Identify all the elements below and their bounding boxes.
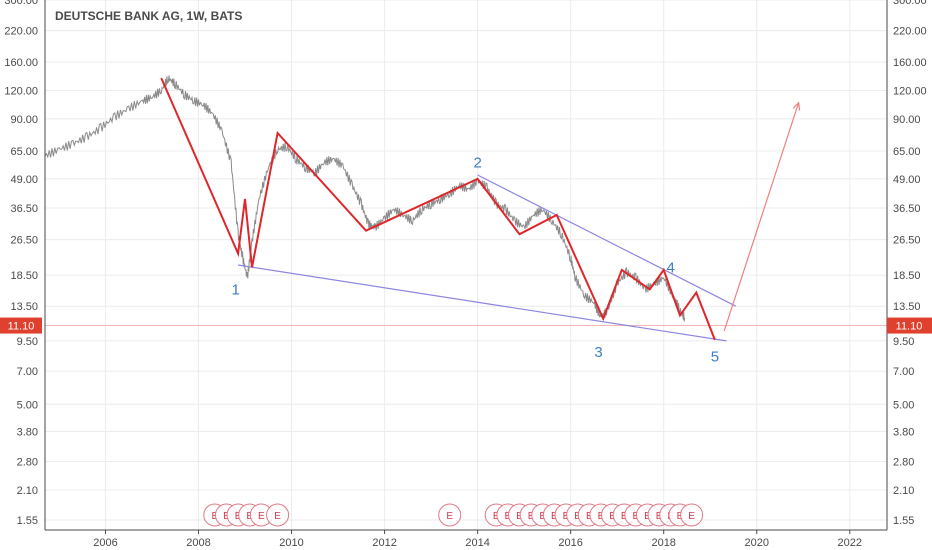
chart-grid <box>45 0 887 530</box>
x-tick-label: 2016 <box>558 537 582 549</box>
y-tick-label-right: 160.00 <box>893 57 927 69</box>
y-tick-label-right: 13.50 <box>893 301 921 313</box>
last-price-badge-right <box>887 317 932 334</box>
wave-label: 2 <box>473 154 481 171</box>
earnings-marker-label: E <box>446 511 453 522</box>
earnings-marker-label: E <box>598 511 605 522</box>
earnings-marker-label: E <box>632 511 639 522</box>
wave-label: 3 <box>594 344 602 361</box>
y-tick-label-right: 1.55 <box>893 515 914 527</box>
y-tick-label-left: 90.00 <box>10 114 38 126</box>
earnings-marker-label: E <box>644 511 651 522</box>
x-tick-label: 2014 <box>465 537 489 549</box>
projection-layer <box>723 101 801 332</box>
earnings-marker-label: E <box>609 511 616 522</box>
earnings-marker-label: E <box>621 511 628 522</box>
projection-line <box>723 102 800 332</box>
trendline-layer <box>238 174 737 342</box>
x-tick-label: 2008 <box>186 537 210 549</box>
wave-path-layer <box>160 77 716 341</box>
earnings-marker[interactable] <box>680 503 704 527</box>
trendline <box>477 174 737 307</box>
trendline <box>238 264 727 342</box>
earnings-marker-label: E <box>493 511 500 522</box>
earnings-marker-label: E <box>677 511 684 522</box>
x-tick-label: 2010 <box>279 537 303 549</box>
y-tick-label-left: 9.50 <box>17 336 38 348</box>
earnings-marker-label: E <box>516 511 523 522</box>
y-tick-label-left: 5.00 <box>17 399 38 411</box>
last-price-badge-left <box>0 317 42 334</box>
y-tick-label-left: 2.80 <box>17 457 38 469</box>
earnings-marker-label: E <box>505 511 512 522</box>
last-price-label-right: 11.10 <box>896 321 923 333</box>
x-tick-label: 2006 <box>93 537 117 549</box>
wave-label: 1 <box>232 281 240 298</box>
y-tick-label-left: 49.00 <box>10 174 38 186</box>
earnings-marker-label: E <box>688 511 695 522</box>
y-tick-label-right: 90.00 <box>893 114 921 126</box>
earnings-marker-label: E <box>656 511 663 522</box>
y-tick-label-left: 65.00 <box>10 146 38 158</box>
earnings-marker-label: E <box>563 511 570 522</box>
earnings-marker-label: E <box>223 511 230 522</box>
x-tick-label: 2012 <box>372 537 396 549</box>
y-tick-label-right: 2.10 <box>893 485 914 497</box>
y-tick-label-right: 120.00 <box>893 85 927 97</box>
y-tick-label-right: 49.00 <box>893 174 921 186</box>
earnings-markers[interactable]: EEEEEEEEEEEEEEEEEEEEEEEEE <box>203 503 704 527</box>
y-tick-label-left: 1.55 <box>17 515 38 527</box>
last-price-label-left: 11.10 <box>8 321 35 333</box>
y-tick-label-right: 7.00 <box>893 366 914 378</box>
y-tick-label-right: 9.50 <box>893 336 914 348</box>
earnings-marker-label: E <box>235 511 242 522</box>
y-tick-label-left: 3.80 <box>17 426 38 438</box>
y-tick-label-left: 300.00 <box>4 0 38 7</box>
x-tick-label: 2020 <box>745 537 769 549</box>
y-tick-label-left: 2.10 <box>17 485 38 497</box>
projection-arrowhead <box>792 101 801 111</box>
y-tick-label-left: 160.00 <box>4 57 38 69</box>
earnings-marker-label: E <box>551 511 558 522</box>
x-tick-label: 2022 <box>838 537 862 549</box>
earnings-marker[interactable] <box>266 503 290 527</box>
earnings-marker-label: E <box>586 511 593 522</box>
price-line-layer <box>44 75 686 322</box>
price-series-line <box>44 75 686 322</box>
wave-label: 4 <box>667 259 675 276</box>
earnings-marker-label: E <box>274 511 281 522</box>
wave-labels: 1 2 3 4 5 <box>232 154 719 365</box>
earnings-marker-label: E <box>574 511 581 522</box>
earnings-marker-label: E <box>258 511 265 522</box>
y-tick-label-right: 36.50 <box>893 203 921 215</box>
x-tick-label: 2018 <box>651 537 675 549</box>
wave-path <box>160 77 716 341</box>
chart-title: DEUTSCHE BANK AG, 1W, BATS <box>55 9 242 23</box>
earnings-marker-label: E <box>211 511 218 522</box>
y-tick-label-left: 18.50 <box>10 270 38 282</box>
y-tick-label-right: 5.00 <box>893 399 914 411</box>
y-tick-label-left: 26.50 <box>10 235 38 247</box>
y-tick-label-left: 7.00 <box>17 366 38 378</box>
y-tick-label-right: 220.00 <box>893 26 927 38</box>
y-tick-label-right: 65.00 <box>893 146 921 158</box>
wave-label: 5 <box>711 349 719 366</box>
y-tick-label-left: 36.50 <box>10 203 38 215</box>
y-tick-label-right: 18.50 <box>893 270 921 282</box>
earnings-marker-label: E <box>528 511 535 522</box>
y-tick-label-right: 300.00 <box>893 0 927 7</box>
y-tick-label-left: 120.00 <box>4 85 38 97</box>
earnings-marker[interactable] <box>438 503 462 527</box>
earnings-marker-label: E <box>539 511 546 522</box>
y-tick-label-right: 26.50 <box>893 235 921 247</box>
y-tick-label-right: 2.80 <box>893 457 914 469</box>
y-tick-label-right: 3.80 <box>893 426 914 438</box>
earnings-marker-label: E <box>246 511 253 522</box>
y-tick-label-left: 13.50 <box>10 301 38 313</box>
y-tick-label-left: 220.00 <box>4 26 38 38</box>
